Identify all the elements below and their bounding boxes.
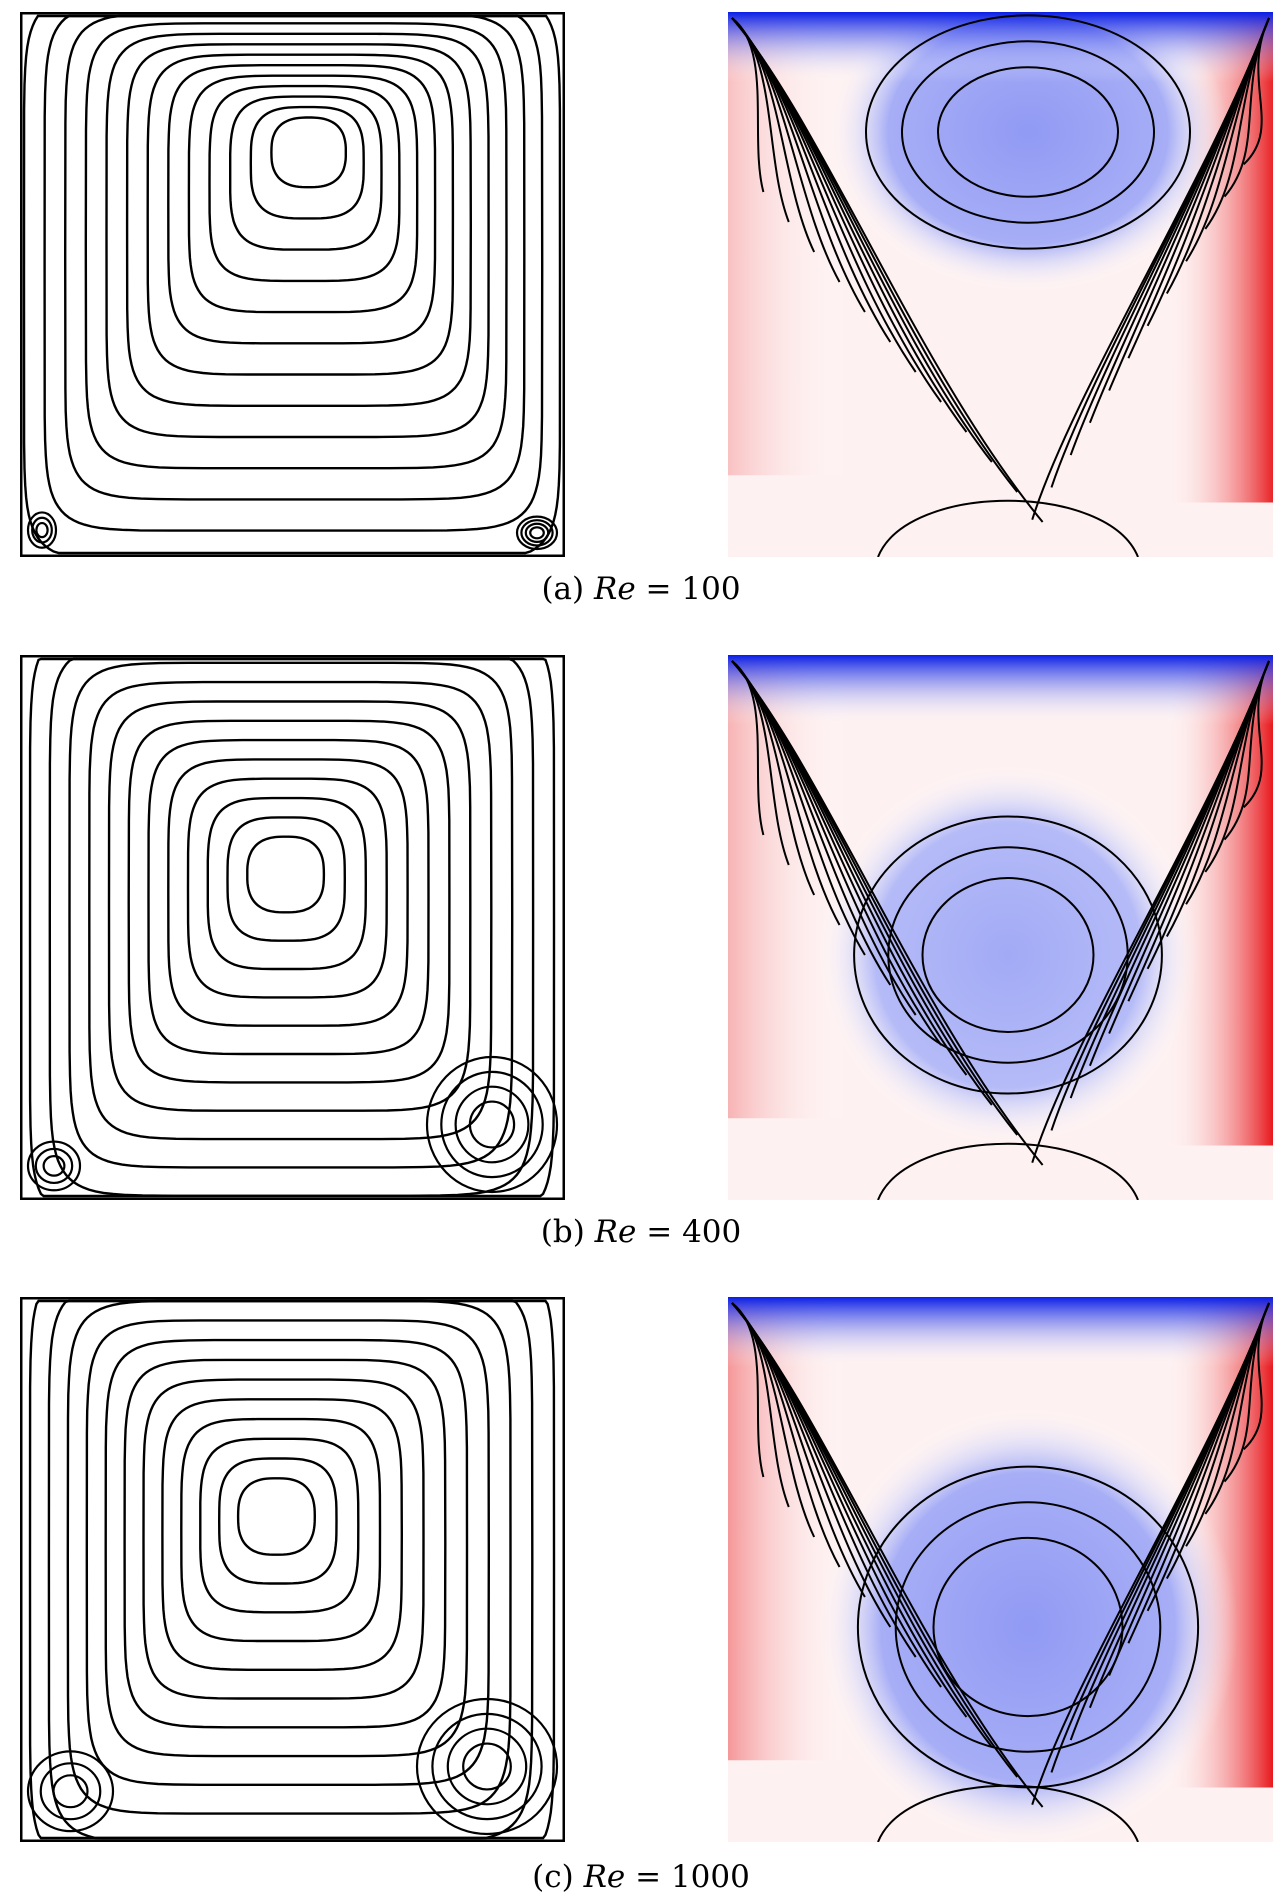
vorticity-plot-a bbox=[728, 12, 1273, 557]
streamline bbox=[28, 657, 556, 1198]
caption-a-equals: = bbox=[645, 571, 672, 607]
corner-eddy-right bbox=[515, 515, 559, 551]
streamline bbox=[125, 43, 472, 407]
corner-eddy-left bbox=[39, 1762, 102, 1821]
vorticity-contour bbox=[894, 1501, 1162, 1753]
corner-eddy-left bbox=[26, 1140, 82, 1192]
caption-a-value: 100 bbox=[681, 571, 741, 607]
streamline-plot-a bbox=[20, 12, 565, 557]
corner-eddy-right bbox=[440, 1070, 544, 1179]
streamline bbox=[228, 95, 383, 251]
vorticity-contour bbox=[877, 1142, 1139, 1200]
vorticity-contour bbox=[937, 66, 1119, 198]
vorticity-contour bbox=[853, 815, 1163, 1095]
corner-eddy-left bbox=[52, 1774, 89, 1809]
streamline bbox=[123, 1358, 447, 1729]
corner-eddy-left bbox=[42, 1155, 66, 1177]
vorticity-contour bbox=[901, 40, 1155, 224]
caption-b-value: 400 bbox=[682, 1214, 742, 1250]
streamline bbox=[208, 84, 401, 283]
corner-eddy-right bbox=[446, 1727, 528, 1806]
vorticity-contour bbox=[877, 499, 1139, 557]
vorticity-contour bbox=[887, 846, 1129, 1064]
corner-eddy-right bbox=[529, 526, 545, 540]
streamline-plot-b bbox=[20, 655, 565, 1200]
corner-eddy-left bbox=[31, 516, 53, 544]
streamline bbox=[226, 816, 347, 942]
vorticity-plot-c bbox=[728, 1297, 1273, 1842]
corner-eddy-right bbox=[462, 1742, 512, 1791]
streamline bbox=[142, 1378, 425, 1700]
streamline bbox=[187, 74, 419, 314]
streamline bbox=[217, 1457, 338, 1585]
vorticity-contour bbox=[1031, 17, 1270, 520]
caption-c-label: (c) bbox=[532, 1859, 574, 1895]
corner-eddy-left bbox=[35, 521, 49, 539]
streamline bbox=[85, 1319, 490, 1786]
corner-eddy-left bbox=[34, 1147, 74, 1185]
streamline bbox=[48, 657, 535, 1197]
caption-c-equals: = bbox=[635, 1859, 662, 1895]
corner-eddy-left bbox=[26, 1750, 115, 1833]
vorticity-contour bbox=[1031, 660, 1270, 1163]
corner-eddy-right bbox=[524, 522, 550, 543]
corner-eddy-right bbox=[454, 1085, 530, 1164]
streamline bbox=[43, 14, 544, 532]
corner-eddy-right bbox=[431, 1712, 543, 1821]
streamline bbox=[236, 1477, 317, 1556]
streamline bbox=[167, 758, 409, 1027]
vorticity-contour bbox=[921, 877, 1095, 1033]
caption-a-variable: Re bbox=[593, 571, 636, 607]
streamline bbox=[127, 719, 451, 1084]
vorticity-contour bbox=[731, 1302, 1044, 1808]
streamline bbox=[66, 1299, 512, 1815]
streamline bbox=[105, 32, 490, 439]
vorticity-contour bbox=[932, 1536, 1124, 1718]
caption-c-value: 1000 bbox=[670, 1859, 750, 1895]
streamline bbox=[63, 14, 526, 501]
corner-eddy-right bbox=[415, 1697, 559, 1836]
streamline bbox=[147, 738, 430, 1056]
streamline bbox=[246, 835, 326, 914]
corner-eddy-right bbox=[468, 1100, 516, 1149]
streamline bbox=[22, 14, 562, 555]
streamline bbox=[28, 1299, 556, 1840]
streamline bbox=[84, 22, 508, 470]
vorticity-contour bbox=[1031, 1302, 1270, 1805]
streamline bbox=[206, 796, 367, 971]
corner-eddy-left bbox=[26, 511, 58, 549]
streamline bbox=[88, 680, 493, 1141]
streamline bbox=[186, 777, 388, 999]
caption-b: (b) Re = 400 bbox=[0, 1215, 1282, 1249]
streamline bbox=[199, 1437, 360, 1614]
streamline bbox=[167, 64, 437, 345]
corner-eddy-right bbox=[520, 519, 554, 547]
streamline bbox=[249, 105, 365, 220]
caption-a-label: (a) bbox=[541, 571, 585, 607]
caption-b-variable: Re bbox=[594, 1214, 637, 1250]
streamline bbox=[180, 1417, 382, 1643]
caption-b-label: (b) bbox=[540, 1214, 585, 1250]
vorticity-contour bbox=[731, 660, 1044, 1166]
streamline-plot-c bbox=[20, 1297, 565, 1842]
vorticity-plot-b bbox=[728, 655, 1273, 1200]
caption-b-equals: = bbox=[646, 1214, 673, 1250]
streamline bbox=[146, 53, 455, 376]
caption-c-variable: Re bbox=[583, 1859, 626, 1895]
streamline bbox=[107, 700, 472, 1112]
corner-eddy-right bbox=[425, 1055, 559, 1194]
vorticity-contour bbox=[877, 1784, 1139, 1842]
caption-c: (c) Re = 1000 bbox=[0, 1860, 1282, 1894]
streamline bbox=[161, 1398, 403, 1671]
streamline bbox=[270, 116, 347, 189]
vorticity-contour bbox=[731, 17, 1044, 523]
caption-a: (a) Re = 100 bbox=[0, 572, 1282, 606]
vorticity-contour bbox=[865, 14, 1191, 250]
